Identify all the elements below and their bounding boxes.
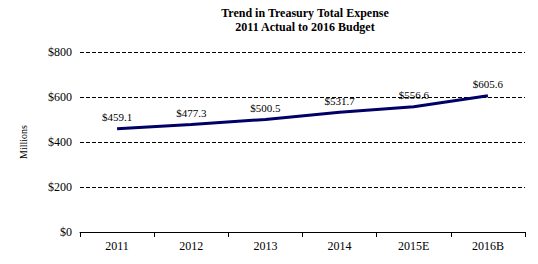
svg-text:$400: $400 xyxy=(48,135,72,149)
svg-text:$600: $600 xyxy=(48,90,72,104)
svg-text:2012: 2012 xyxy=(179,239,203,253)
svg-text:2014: 2014 xyxy=(328,239,352,253)
svg-text:Trend in Treasury Total Expens: Trend in Treasury Total Expense xyxy=(221,6,389,20)
svg-text:Millions: Millions xyxy=(18,125,29,159)
svg-text:$531.7: $531.7 xyxy=(324,95,355,107)
svg-text:$0: $0 xyxy=(60,225,72,239)
svg-text:2015E: 2015E xyxy=(398,239,429,253)
svg-text:$556.6: $556.6 xyxy=(399,89,430,101)
svg-text:$500.5: $500.5 xyxy=(250,102,281,114)
svg-text:$605.6: $605.6 xyxy=(473,78,504,90)
svg-text:$200: $200 xyxy=(48,180,72,194)
svg-text:2013: 2013 xyxy=(253,239,277,253)
svg-text:2011: 2011 xyxy=(105,239,129,253)
svg-text:$477.3: $477.3 xyxy=(176,107,207,119)
svg-text:2011 Actual to 2016 Budget: 2011 Actual to 2016 Budget xyxy=(235,20,374,34)
svg-text:$459.1: $459.1 xyxy=(102,111,132,123)
svg-text:$800: $800 xyxy=(48,45,72,59)
svg-text:2016B: 2016B xyxy=(472,239,504,253)
